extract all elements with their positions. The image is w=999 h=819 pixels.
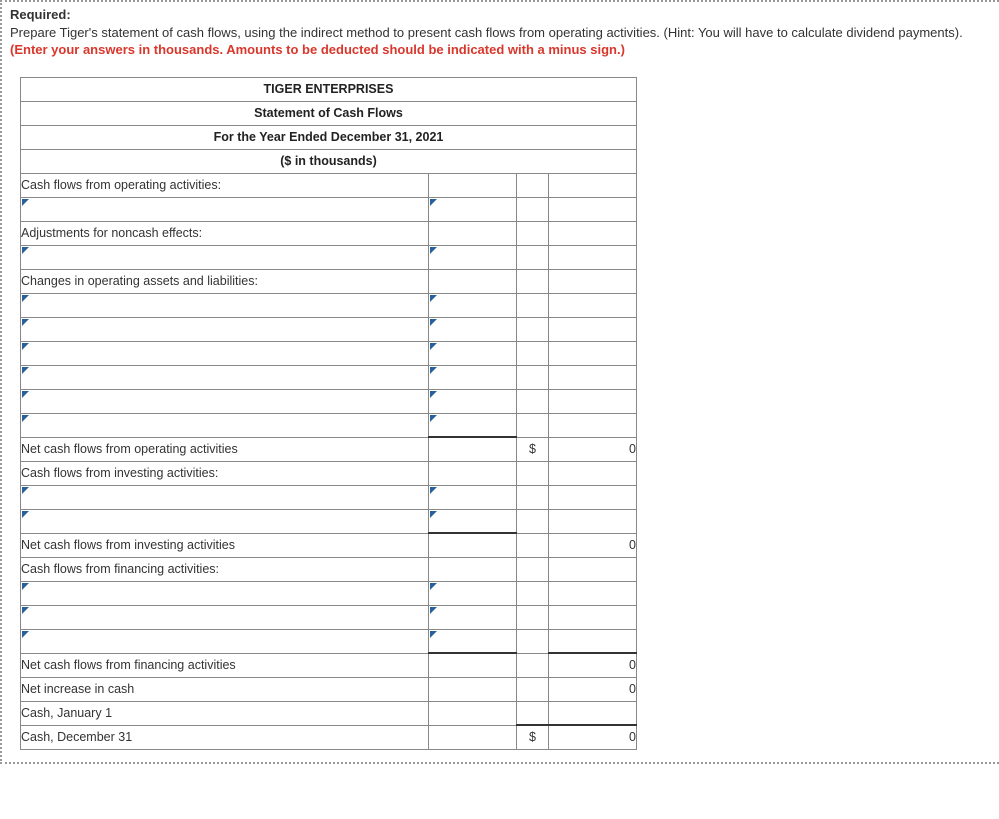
dollar-sym-1: $ xyxy=(517,437,549,461)
fin-amt-1[interactable] xyxy=(429,581,517,605)
chg-amt-2[interactable] xyxy=(429,317,517,341)
inv-amt-1[interactable] xyxy=(429,485,517,509)
cash-jan-label: Cash, January 1 xyxy=(21,701,429,725)
chg-amt-4[interactable] xyxy=(429,365,517,389)
inv-input-1[interactable] xyxy=(21,485,429,509)
fin-input-2[interactable] xyxy=(21,605,429,629)
table-wrap: TIGER ENTERPRISES Statement of Cash Flow… xyxy=(20,77,991,750)
header-line1: TIGER ENTERPRISES xyxy=(21,77,637,101)
chg-amt-1[interactable] xyxy=(429,293,517,317)
chg-input-2[interactable] xyxy=(21,317,429,341)
adj-item-input[interactable] xyxy=(21,245,429,269)
header-line4: ($ in thousands) xyxy=(21,149,637,173)
chg-amt-3[interactable] xyxy=(429,341,517,365)
inv-section-label: Cash flows from investing activities: xyxy=(21,461,429,485)
cashflow-table: TIGER ENTERPRISES Statement of Cash Flow… xyxy=(20,77,637,750)
net-inv-value: 0 xyxy=(549,533,637,557)
chg-input-6[interactable] xyxy=(21,413,429,437)
net-fin-label: Net cash flows from financing activities xyxy=(21,653,429,677)
required-label: Required: xyxy=(10,7,71,22)
cash-dec-value: 0 xyxy=(549,725,637,749)
adj-item-amt1[interactable] xyxy=(429,245,517,269)
header-line2: Statement of Cash Flows xyxy=(21,101,637,125)
required-block: Required: Prepare Tiger's statement of c… xyxy=(10,6,991,59)
chg-input-4[interactable] xyxy=(21,365,429,389)
chg-amt-5[interactable] xyxy=(429,389,517,413)
changes-label: Changes in operating assets and liabilit… xyxy=(21,269,429,293)
net-op-label: Net cash flows from operating activities xyxy=(21,437,429,461)
chg-amt-6[interactable] xyxy=(429,413,517,437)
chg-input-3[interactable] xyxy=(21,341,429,365)
net-increase-label: Net increase in cash xyxy=(21,677,429,701)
inv-input-2[interactable] xyxy=(21,509,429,533)
op-section-label: Cash flows from operating activities: xyxy=(21,173,429,197)
net-increase-value: 0 xyxy=(549,677,637,701)
net-fin-value: 0 xyxy=(549,653,637,677)
op-item-input[interactable] xyxy=(21,197,429,221)
net-inv-label: Net cash flows from investing activities xyxy=(21,533,429,557)
dollar-sym-2: $ xyxy=(517,725,549,749)
cash-dec-label: Cash, December 31 xyxy=(21,725,429,749)
net-op-value: 0 xyxy=(549,437,637,461)
adjustments-label: Adjustments for noncash effects: xyxy=(21,221,429,245)
fin-input-3[interactable] xyxy=(21,629,429,653)
page-container: Required: Prepare Tiger's statement of c… xyxy=(0,0,999,764)
inv-amt-2[interactable] xyxy=(429,509,517,533)
chg-input-5[interactable] xyxy=(21,389,429,413)
fin-amt-2[interactable] xyxy=(429,605,517,629)
required-text: Prepare Tiger's statement of cash flows,… xyxy=(10,25,963,40)
fin-amt-3[interactable] xyxy=(429,629,517,653)
cash-jan-input[interactable] xyxy=(549,701,637,725)
fin-section-label: Cash flows from financing activities: xyxy=(21,557,429,581)
required-red: (Enter your answers in thousands. Amount… xyxy=(10,42,625,57)
header-line3: For the Year Ended December 31, 2021 xyxy=(21,125,637,149)
fin-input-1[interactable] xyxy=(21,581,429,605)
chg-input-1[interactable] xyxy=(21,293,429,317)
op-item-amt1[interactable] xyxy=(429,197,517,221)
